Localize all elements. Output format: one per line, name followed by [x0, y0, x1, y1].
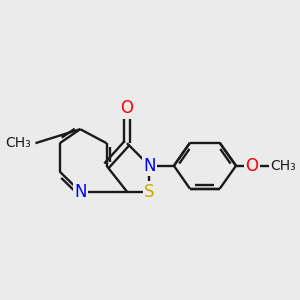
Text: N: N — [143, 157, 156, 175]
Text: S: S — [144, 183, 154, 201]
Text: O: O — [245, 157, 258, 175]
Text: CH₃: CH₃ — [270, 159, 296, 173]
Text: CH₃: CH₃ — [5, 136, 31, 150]
Text: N: N — [74, 183, 86, 201]
Text: O: O — [120, 99, 134, 117]
